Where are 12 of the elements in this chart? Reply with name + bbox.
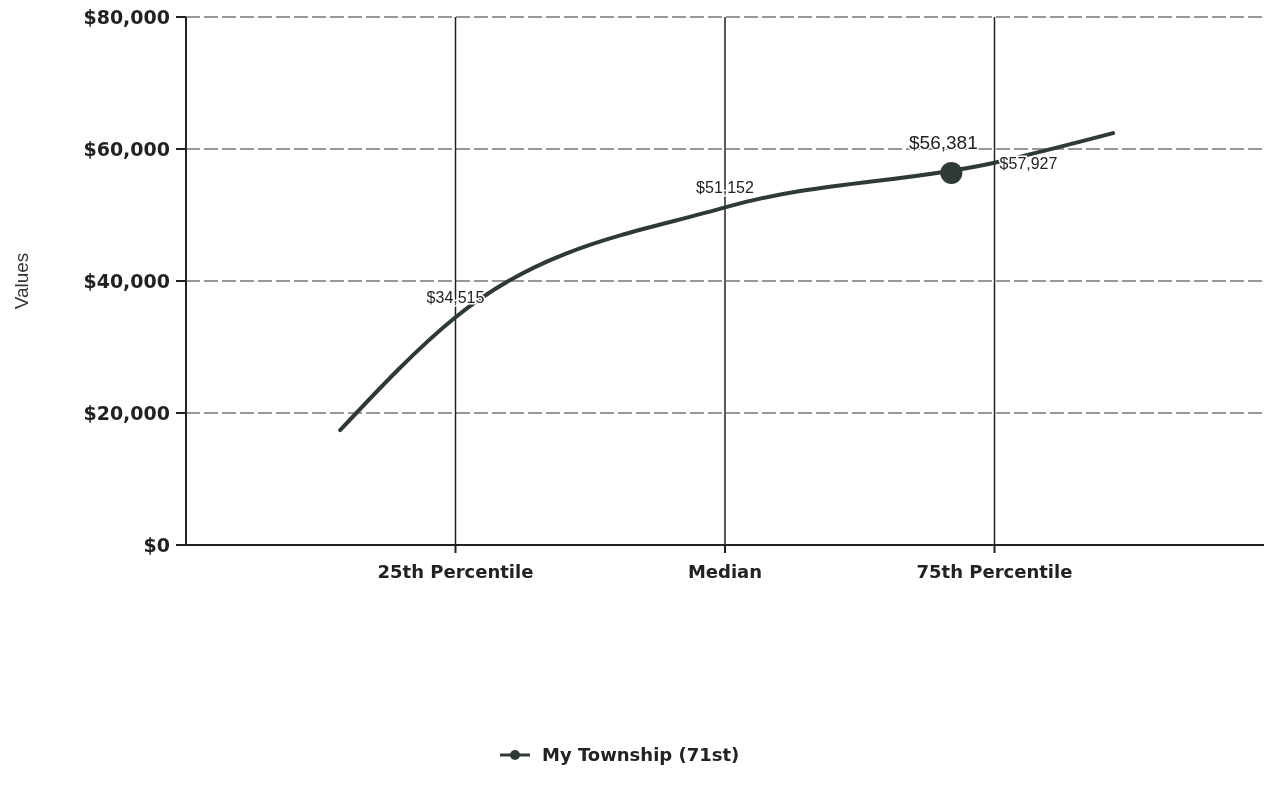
x-tick-label: Median: [687, 561, 763, 582]
y-tick-label: $80,000: [83, 5, 170, 28]
data-label: $56,381: [909, 131, 978, 153]
y-tick-label: $0: [143, 533, 170, 556]
y-tick-label: $60,000: [83, 137, 170, 160]
data-label: $57,927: [999, 154, 1058, 172]
x-tick-label: 75th Percentile: [916, 561, 1073, 582]
legend-label: My Township (71st): [542, 744, 740, 766]
y-tick-label: $40,000: [83, 269, 170, 292]
x-tick-label: 25th Percentile: [377, 561, 534, 582]
y-tick-label: $20,000: [83, 401, 170, 424]
y-axis-title: Values: [11, 252, 32, 310]
